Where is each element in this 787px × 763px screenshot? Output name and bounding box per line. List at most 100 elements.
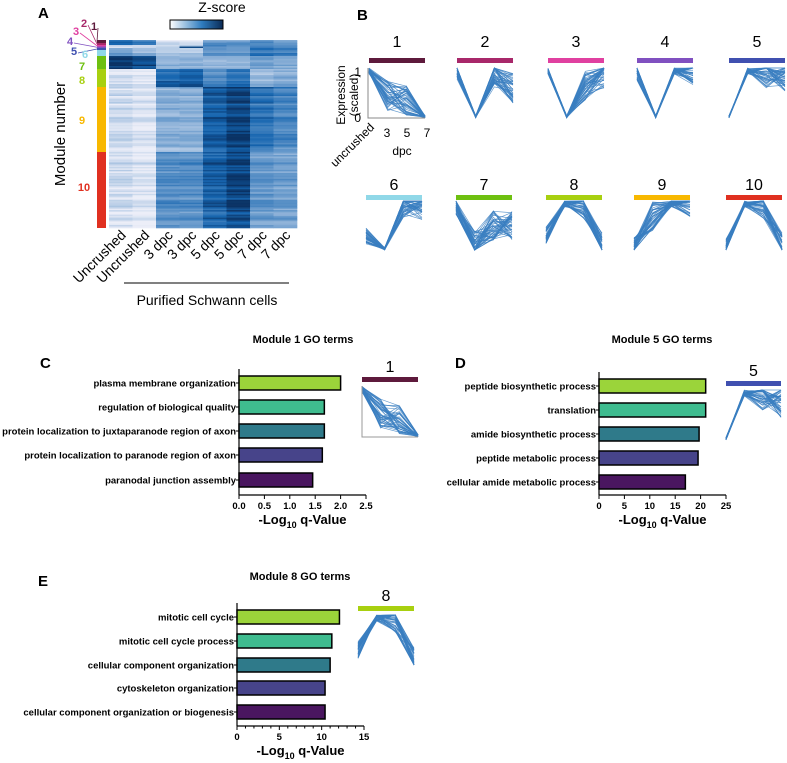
heatmap-cell bbox=[179, 90, 204, 92]
heatmap-cell bbox=[226, 160, 251, 163]
category-label: peptide metabolic process bbox=[476, 454, 596, 465]
heatmap-cell bbox=[226, 144, 251, 147]
module-color-bar bbox=[369, 58, 425, 63]
go-chart-d: Module 5 GO terms peptide biosynthetic pr… bbox=[447, 334, 782, 530]
heatmap-cell bbox=[273, 53, 298, 55]
heatmap-cell bbox=[179, 129, 204, 132]
heatmap-cell bbox=[109, 144, 133, 147]
x-tick: 3 bbox=[384, 126, 391, 140]
heatmap-cell bbox=[250, 211, 274, 214]
heatmap-cell bbox=[203, 105, 227, 107]
heatmap-cell bbox=[226, 60, 251, 63]
profile-line bbox=[633, 200, 691, 242]
profile-line bbox=[545, 202, 603, 234]
heatmap-cell bbox=[179, 150, 204, 153]
heatmap-cell bbox=[273, 63, 298, 65]
heatmap-cell bbox=[156, 81, 180, 83]
heatmap-cell bbox=[132, 148, 157, 151]
heatmap-cell bbox=[203, 43, 227, 46]
heatmap-cell bbox=[203, 91, 227, 94]
heatmap-cell bbox=[203, 103, 227, 106]
heatmap-cell bbox=[203, 139, 227, 142]
heatmap-cell bbox=[109, 105, 133, 107]
heatmap-cell bbox=[250, 145, 274, 148]
heatmap-cell bbox=[109, 115, 133, 118]
heatmap-cell bbox=[156, 79, 180, 82]
heatmap-cell bbox=[132, 207, 157, 209]
heatmap-cell bbox=[226, 198, 251, 200]
heatmap-cell bbox=[132, 174, 157, 177]
category-label: translation bbox=[547, 406, 596, 417]
heatmap-cell bbox=[226, 139, 251, 142]
profile-lines-3 bbox=[547, 67, 605, 119]
heatmap-cell bbox=[273, 139, 298, 142]
heatmap-cell bbox=[226, 91, 251, 94]
heatmap-cell bbox=[109, 108, 133, 110]
heatmap-cell bbox=[179, 168, 204, 171]
heatmap-cell bbox=[132, 187, 157, 190]
heatmap-cell bbox=[132, 204, 157, 206]
heatmap-cell bbox=[132, 223, 157, 226]
heatmap-cell bbox=[109, 46, 133, 49]
panel-label-c: C bbox=[40, 355, 51, 372]
heatmap-cell bbox=[203, 157, 227, 160]
heatmap-cell bbox=[109, 174, 133, 177]
heatmap-cell bbox=[273, 50, 298, 52]
heatmap-cell bbox=[109, 220, 133, 223]
module-title: 10 bbox=[745, 177, 763, 194]
heatmap-cell bbox=[250, 41, 274, 44]
heatmap-cell bbox=[250, 175, 274, 178]
heatmap-cell bbox=[179, 114, 204, 117]
heatmap-cell bbox=[273, 69, 298, 71]
heatmap-cell bbox=[132, 96, 157, 98]
heatmap-cell bbox=[132, 225, 157, 227]
x-tick-label: 1.5 bbox=[309, 501, 323, 512]
heatmap-cell bbox=[226, 178, 251, 181]
heatmap-cell bbox=[273, 135, 298, 138]
heatmap-cell bbox=[109, 205, 133, 208]
heatmap-cell bbox=[179, 66, 204, 68]
heatmap-cell bbox=[179, 154, 204, 157]
heatmap-cell bbox=[109, 109, 133, 112]
heatmap-cell bbox=[203, 88, 227, 91]
heatmap-cell bbox=[226, 223, 251, 226]
heatmap-cell bbox=[226, 207, 251, 209]
module-color-bar bbox=[729, 58, 785, 63]
heatmap-cell bbox=[226, 226, 251, 229]
heatmap-cell bbox=[132, 100, 157, 103]
heatmap-cell bbox=[179, 106, 204, 109]
heatmap-cell bbox=[226, 196, 251, 199]
heatmap-cell bbox=[250, 75, 274, 77]
heatmap-cell bbox=[156, 160, 180, 163]
heatmap-cell bbox=[179, 63, 204, 65]
heatmap-cell bbox=[156, 208, 180, 211]
heatmap-cell bbox=[250, 112, 274, 115]
heatmap-cell bbox=[203, 93, 227, 95]
heatmap-cell bbox=[179, 127, 204, 130]
heatmap-cell bbox=[250, 120, 274, 123]
heatmap-cell bbox=[132, 190, 157, 193]
bar bbox=[598, 450, 699, 466]
heatmap-cell bbox=[179, 174, 204, 177]
heatmap-cell bbox=[250, 198, 274, 200]
heatmap-cell bbox=[226, 111, 251, 113]
module-color-6 bbox=[97, 50, 106, 56]
heatmap-cell bbox=[132, 127, 157, 130]
heatmap-cell bbox=[226, 63, 251, 65]
heatmap-cell bbox=[273, 198, 298, 200]
heatmap-cell bbox=[273, 99, 298, 101]
heatmap-cell bbox=[132, 180, 157, 183]
module-color-bar bbox=[634, 195, 690, 200]
heatmap-cell bbox=[179, 85, 204, 88]
heatmap-cell bbox=[109, 195, 133, 198]
heatmap-cell bbox=[109, 190, 133, 193]
heatmap-cell bbox=[273, 156, 298, 159]
inset-module-title: 5 bbox=[749, 363, 758, 380]
heatmap-cell bbox=[179, 181, 204, 184]
heatmap-cell bbox=[109, 53, 133, 55]
heatmap-cell bbox=[156, 118, 180, 121]
heatmap-cell bbox=[203, 145, 227, 148]
heatmap-cell bbox=[109, 193, 133, 196]
heatmap-cell bbox=[273, 174, 298, 177]
